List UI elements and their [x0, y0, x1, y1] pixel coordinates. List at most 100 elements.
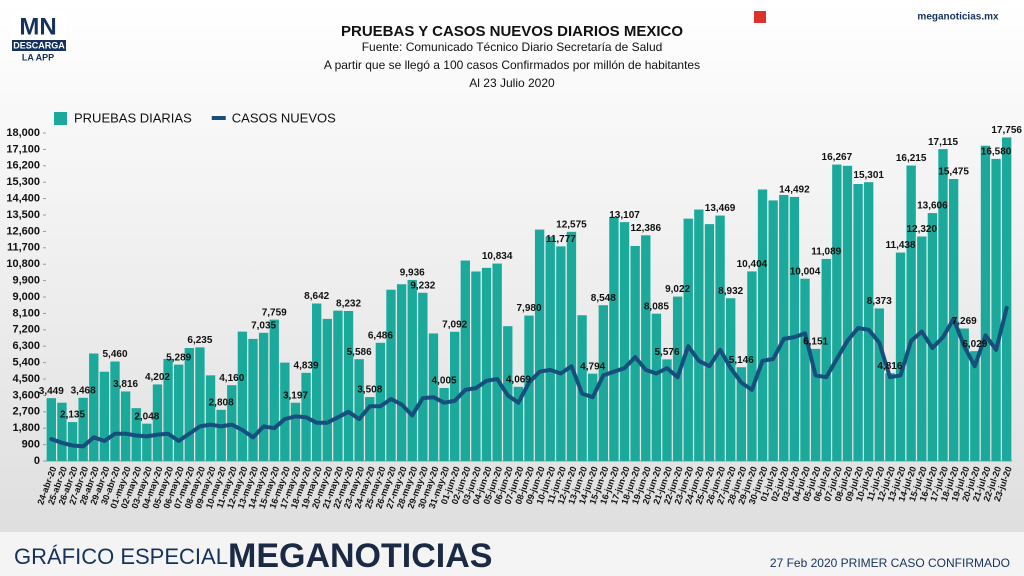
data-label: 5,576	[654, 347, 679, 358]
bar	[439, 388, 449, 461]
legend-label: PRUEBAS DIARIAS	[74, 110, 192, 125]
bar	[120, 391, 131, 461]
data-label: 15,301	[853, 170, 884, 181]
logo-app: LA APP	[22, 52, 54, 62]
data-label: 12,386	[630, 223, 661, 234]
site-icon	[754, 11, 766, 23]
bar	[641, 235, 651, 461]
bar	[269, 319, 279, 461]
bar	[810, 348, 821, 461]
data-label: 7,759	[262, 307, 287, 318]
bar	[598, 305, 608, 461]
footer-left: GRÁFICO ESPECIAL	[14, 544, 228, 569]
footer-brand: MEGANOTICIAS	[228, 537, 492, 575]
y-tick-label: 8,100	[12, 307, 40, 319]
data-label: 4,069	[506, 374, 531, 385]
bar	[556, 246, 566, 461]
data-label: 10,404	[737, 259, 768, 270]
bar	[726, 298, 736, 461]
data-label: 14,492	[779, 185, 810, 196]
legend-swatch	[54, 112, 67, 125]
bar	[152, 384, 163, 461]
y-tick-label: 0	[34, 455, 40, 467]
y-tick-label: 17,100	[6, 143, 40, 155]
bar	[343, 310, 354, 461]
bar	[853, 184, 863, 461]
bar	[57, 402, 67, 461]
bar	[874, 308, 884, 461]
logo: MN	[19, 13, 56, 40]
bar	[800, 278, 810, 461]
data-label: 16,580	[981, 147, 1012, 158]
bar	[99, 371, 110, 461]
data-label: 8,548	[591, 293, 616, 304]
bar	[67, 422, 78, 461]
y-tick-label: 15,300	[6, 176, 40, 188]
logo-band	[12, 40, 66, 51]
data-label: 11,438	[886, 240, 916, 251]
y-tick-label: 18,000	[6, 127, 40, 139]
bar	[354, 359, 364, 461]
data-label: 9,232	[410, 280, 435, 291]
bar	[1002, 137, 1012, 461]
bar	[779, 194, 789, 461]
data-label: 13,469	[705, 203, 736, 214]
bar	[704, 224, 715, 461]
bar	[142, 423, 152, 461]
bar	[460, 260, 470, 461]
bar	[407, 279, 417, 461]
bar	[842, 165, 853, 462]
data-label: 4,816	[877, 361, 902, 372]
bar	[248, 338, 258, 461]
data-label: 13,107	[609, 210, 640, 221]
data-label: 10,834	[482, 251, 513, 262]
data-label: 9,022	[665, 284, 690, 295]
bar	[715, 215, 725, 461]
y-tick-label: 1,800	[12, 422, 40, 434]
bar	[821, 258, 831, 461]
bar	[205, 375, 216, 461]
subtitle: A partir que se llegó a 100 casos Confir…	[324, 58, 700, 72]
data-label: 3,816	[113, 379, 138, 390]
legend-label: CASOS NUEVOS	[232, 110, 336, 125]
data-label: 6,486	[368, 330, 393, 341]
bar	[280, 362, 290, 461]
footer-right: 27 Feb 2020 PRIMER CASO CONFIRMADO	[770, 556, 1010, 570]
data-label: 10,004	[790, 266, 821, 277]
data-label: 3,468	[71, 385, 96, 396]
y-tick-label: 9,000	[12, 291, 40, 303]
bar	[736, 367, 746, 461]
data-label: 2,048	[134, 411, 159, 422]
bar	[290, 402, 301, 461]
bar	[619, 222, 630, 461]
subtitle: Fuente: Comunicado Técnico Diario Secret…	[362, 40, 663, 54]
bar	[89, 353, 99, 461]
data-label: 8,642	[304, 291, 329, 302]
bar	[832, 164, 842, 462]
y-tick-label: 11,700	[7, 242, 40, 254]
subtitle: Al 23 Julio 2020	[469, 76, 555, 90]
line	[49, 305, 1009, 449]
bar	[195, 347, 205, 461]
bar	[768, 200, 778, 461]
bar	[917, 236, 927, 461]
y-tick-label: 6,300	[12, 340, 40, 352]
y-tick-label: 5,400	[12, 357, 40, 369]
y-tick-label: 10,800	[6, 258, 40, 270]
data-label: 4,005	[432, 376, 457, 387]
bar	[216, 409, 226, 461]
bar	[651, 313, 662, 461]
bar	[609, 216, 619, 461]
data-label: 3,508	[357, 385, 382, 396]
data-label: 8,932	[718, 286, 743, 297]
bar	[492, 263, 502, 461]
bar	[694, 209, 704, 461]
bar	[747, 271, 757, 461]
data-label: 7,092	[442, 319, 467, 330]
data-label: 2,808	[209, 397, 234, 408]
bar	[396, 284, 407, 461]
bar	[757, 189, 768, 461]
bar	[418, 292, 428, 461]
bar	[386, 289, 396, 461]
